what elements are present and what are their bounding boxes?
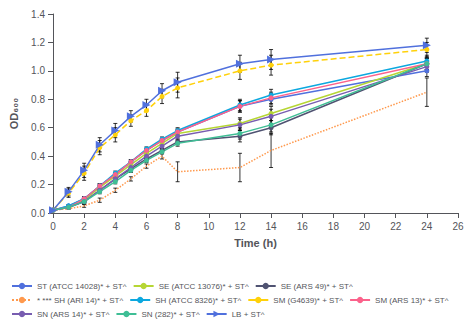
svg-text:0.2: 0.2 [31, 179, 45, 190]
svg-text:0.6: 0.6 [31, 122, 45, 133]
svg-text:24: 24 [421, 221, 433, 232]
svg-text:0.0: 0.0 [31, 208, 45, 219]
svg-text:SE (ARS 49)* + ST^: SE (ARS 49)* + ST^ [281, 282, 353, 291]
svg-text:SN (ARS 14)* + ST^: SN (ARS 14)* + ST^ [37, 310, 110, 319]
svg-text:18: 18 [328, 221, 340, 232]
svg-text:16: 16 [297, 221, 309, 232]
svg-text:1.2: 1.2 [31, 37, 45, 48]
svg-text:SN (282)* + ST^: SN (282)* + ST^ [141, 310, 199, 319]
svg-text:0.4: 0.4 [31, 151, 45, 162]
svg-text:8: 8 [175, 221, 181, 232]
svg-text:22: 22 [390, 221, 402, 232]
svg-text:0: 0 [50, 221, 56, 232]
svg-text:1.4: 1.4 [31, 9, 45, 20]
svg-text:12: 12 [234, 221, 246, 232]
svg-text:SM (ARS 13)* + ST^: SM (ARS 13)* + ST^ [375, 296, 449, 305]
svg-text:4: 4 [113, 221, 119, 232]
svg-text:LB + ST^: LB + ST^ [232, 310, 265, 319]
svg-text:14: 14 [266, 221, 278, 232]
svg-text:ST (ATCC 14028)* + ST^: ST (ATCC 14028)* + ST^ [37, 282, 127, 291]
svg-text:OD₆₀₀: OD₆₀₀ [8, 98, 20, 129]
svg-text:2: 2 [81, 221, 87, 232]
svg-text:* *** SH (ARI 14)* + ST^: * *** SH (ARI 14)* + ST^ [37, 296, 123, 305]
svg-text:1.0: 1.0 [31, 65, 45, 76]
svg-text:26: 26 [452, 221, 464, 232]
svg-text:0.8: 0.8 [31, 94, 45, 105]
svg-text:Time (h): Time (h) [234, 237, 277, 249]
svg-text:20: 20 [359, 221, 371, 232]
svg-text:10: 10 [203, 221, 215, 232]
svg-text:SH (ATCC 8326)* + ST^: SH (ATCC 8326)* + ST^ [155, 296, 241, 305]
svg-text:SE (ATCC 13076)* + ST^: SE (ATCC 13076)* + ST^ [159, 282, 249, 291]
svg-text:6: 6 [144, 221, 150, 232]
svg-text:SM (G4639)* + ST^: SM (G4639)* + ST^ [273, 296, 343, 305]
